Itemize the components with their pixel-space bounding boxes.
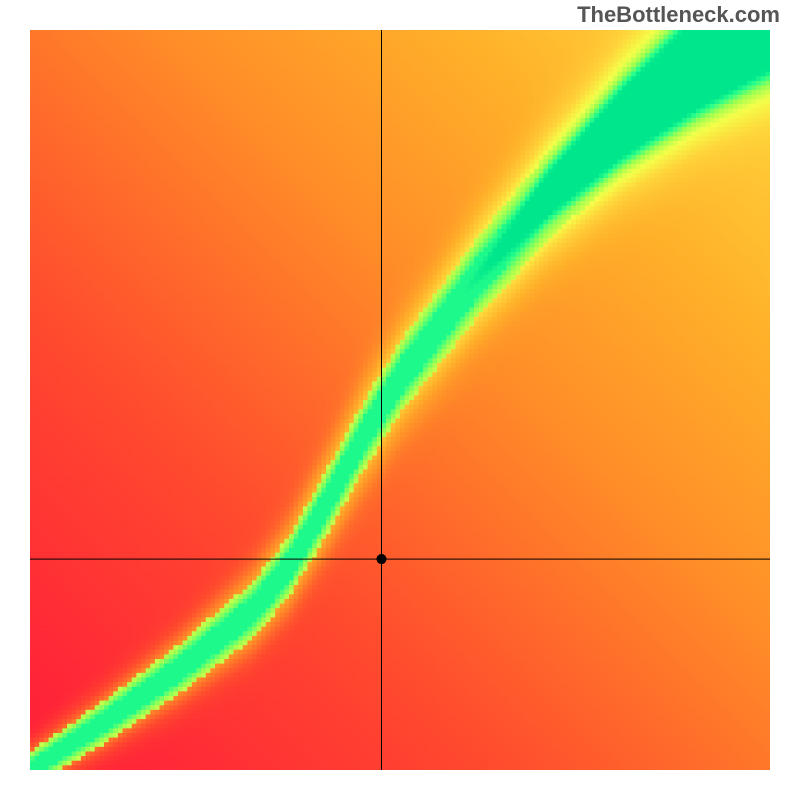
watermark-text: TheBottleneck.com bbox=[577, 2, 780, 28]
heatmap-plot bbox=[30, 30, 770, 770]
heatmap-canvas bbox=[30, 30, 770, 770]
chart-container: TheBottleneck.com bbox=[0, 0, 800, 800]
